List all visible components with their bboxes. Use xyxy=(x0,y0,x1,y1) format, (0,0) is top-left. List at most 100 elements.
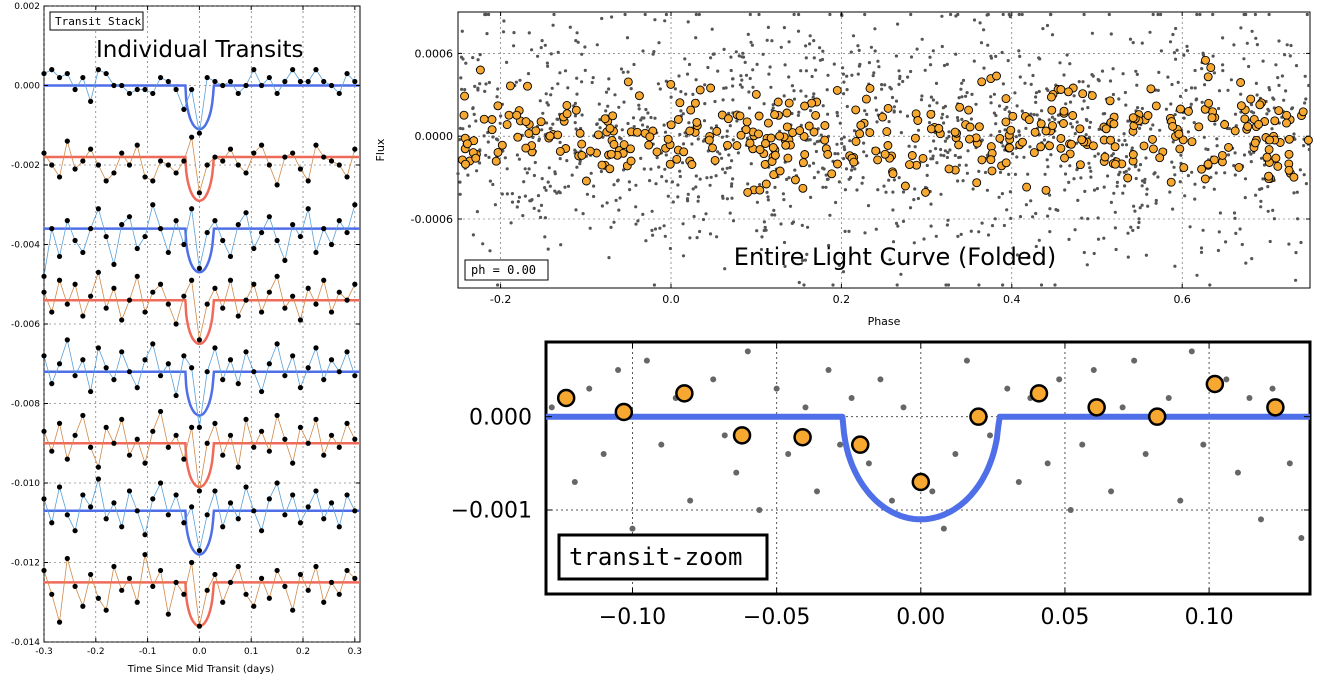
transit-data-point xyxy=(189,277,195,283)
raw-flux-point xyxy=(821,185,825,189)
transit-data-point xyxy=(313,301,319,307)
binned-flux-point xyxy=(1264,145,1274,155)
binned-flux-point xyxy=(609,139,619,149)
raw-flux-point xyxy=(575,76,579,80)
raw-flux-point xyxy=(1171,207,1175,211)
binned-flux-point xyxy=(781,140,791,150)
raw-flux-point xyxy=(1232,43,1236,47)
transit-data-point xyxy=(88,293,94,299)
raw-flux-point xyxy=(1276,76,1280,80)
raw-flux-point xyxy=(1277,39,1281,43)
transit-data-point xyxy=(88,388,94,395)
raw-flux-point xyxy=(502,19,506,23)
binned-flux-point xyxy=(784,98,794,108)
transit-data-point xyxy=(88,504,94,510)
raw-flux-point xyxy=(1015,155,1019,159)
transit-data-point xyxy=(336,289,342,295)
raw-flux-point xyxy=(558,157,562,161)
raw-flux-point xyxy=(1259,156,1264,160)
raw-flux-point xyxy=(1048,193,1052,197)
raw-flux-point xyxy=(1120,143,1125,147)
raw-flux-point xyxy=(1081,80,1085,84)
raw-flux-point xyxy=(573,114,578,118)
transit-data-point xyxy=(165,162,171,168)
raw-flux-point xyxy=(804,56,808,60)
raw-flux-point xyxy=(558,191,562,195)
raw-flux-point xyxy=(720,135,724,139)
raw-flux-point xyxy=(1135,72,1139,76)
raw-flux-point xyxy=(891,208,895,212)
raw-flux-point xyxy=(1117,138,1121,142)
raw-flux-point xyxy=(673,87,678,91)
raw-flux-point xyxy=(1059,164,1063,168)
transit-data-point xyxy=(56,361,63,367)
transit-data-point xyxy=(344,492,350,498)
raw-flux-point xyxy=(1202,185,1206,189)
raw-flux-point xyxy=(898,110,903,114)
raw-flux-point xyxy=(589,171,593,175)
raw-flux-point xyxy=(1195,97,1199,101)
raw-flux-point xyxy=(1294,64,1299,68)
raw-flux-point xyxy=(617,105,621,109)
raw-flux-point xyxy=(772,208,776,212)
raw-flux-point xyxy=(725,166,729,170)
binned-flux-point xyxy=(992,71,1001,81)
raw-flux-point xyxy=(592,194,596,199)
raw-flux-point xyxy=(957,155,961,160)
raw-flux-point xyxy=(1202,135,1206,139)
transit-data-point xyxy=(344,420,350,426)
raw-flux-point xyxy=(980,221,984,225)
binned-flux-point xyxy=(1184,106,1193,116)
raw-zoom-point xyxy=(814,488,821,495)
transit-data-point xyxy=(290,492,296,498)
transit-data-point xyxy=(157,480,164,486)
raw-flux-point xyxy=(1106,174,1110,178)
binned-flux-point xyxy=(833,159,842,169)
raw-flux-point xyxy=(1221,69,1225,73)
raw-flux-point xyxy=(731,138,735,142)
raw-flux-point xyxy=(928,104,932,108)
binned-flux-point xyxy=(475,65,485,75)
raw-flux-point xyxy=(532,173,537,178)
raw-flux-point xyxy=(678,169,682,173)
raw-flux-point xyxy=(1193,86,1197,90)
raw-flux-point xyxy=(883,83,887,87)
binned-flux-point xyxy=(1230,126,1240,136)
transit-data-point xyxy=(196,547,203,554)
raw-zoom-point xyxy=(1223,376,1230,383)
raw-flux-point xyxy=(1170,82,1174,87)
raw-flux-point xyxy=(931,98,936,102)
raw-flux-point xyxy=(762,228,766,233)
raw-flux-point xyxy=(989,133,993,137)
binned-flux-point xyxy=(553,130,563,140)
transit-data-point xyxy=(49,591,55,597)
binned-flux-point xyxy=(783,153,793,163)
binned-flux-point xyxy=(545,131,555,141)
binned-flux-point xyxy=(504,110,514,120)
raw-flux-point xyxy=(476,88,480,92)
raw-flux-point xyxy=(1284,89,1288,93)
transit-data-point xyxy=(150,289,156,295)
raw-flux-point xyxy=(1121,191,1125,195)
raw-flux-point xyxy=(1115,184,1119,188)
raw-flux-point xyxy=(818,58,823,62)
transit-zoom-model-line xyxy=(544,413,1312,523)
binned-flux-point xyxy=(832,85,842,95)
raw-flux-point xyxy=(690,142,694,146)
raw-flux-point xyxy=(1148,30,1152,34)
binned-flux-point xyxy=(770,110,780,120)
binned-flux-point xyxy=(798,183,808,193)
raw-flux-point xyxy=(1221,36,1225,40)
raw-flux-point xyxy=(1173,173,1177,177)
raw-flux-point xyxy=(850,73,854,77)
binned-flux-point xyxy=(1273,161,1283,171)
raw-flux-point xyxy=(651,52,655,56)
raw-flux-point xyxy=(1040,109,1044,113)
raw-flux-point xyxy=(1226,153,1231,157)
raw-flux-point xyxy=(1118,170,1122,174)
raw-flux-point xyxy=(929,224,933,228)
raw-flux-point xyxy=(543,235,547,239)
raw-flux-point xyxy=(1183,194,1187,198)
raw-flux-point xyxy=(550,86,554,90)
raw-flux-point xyxy=(1096,152,1100,156)
